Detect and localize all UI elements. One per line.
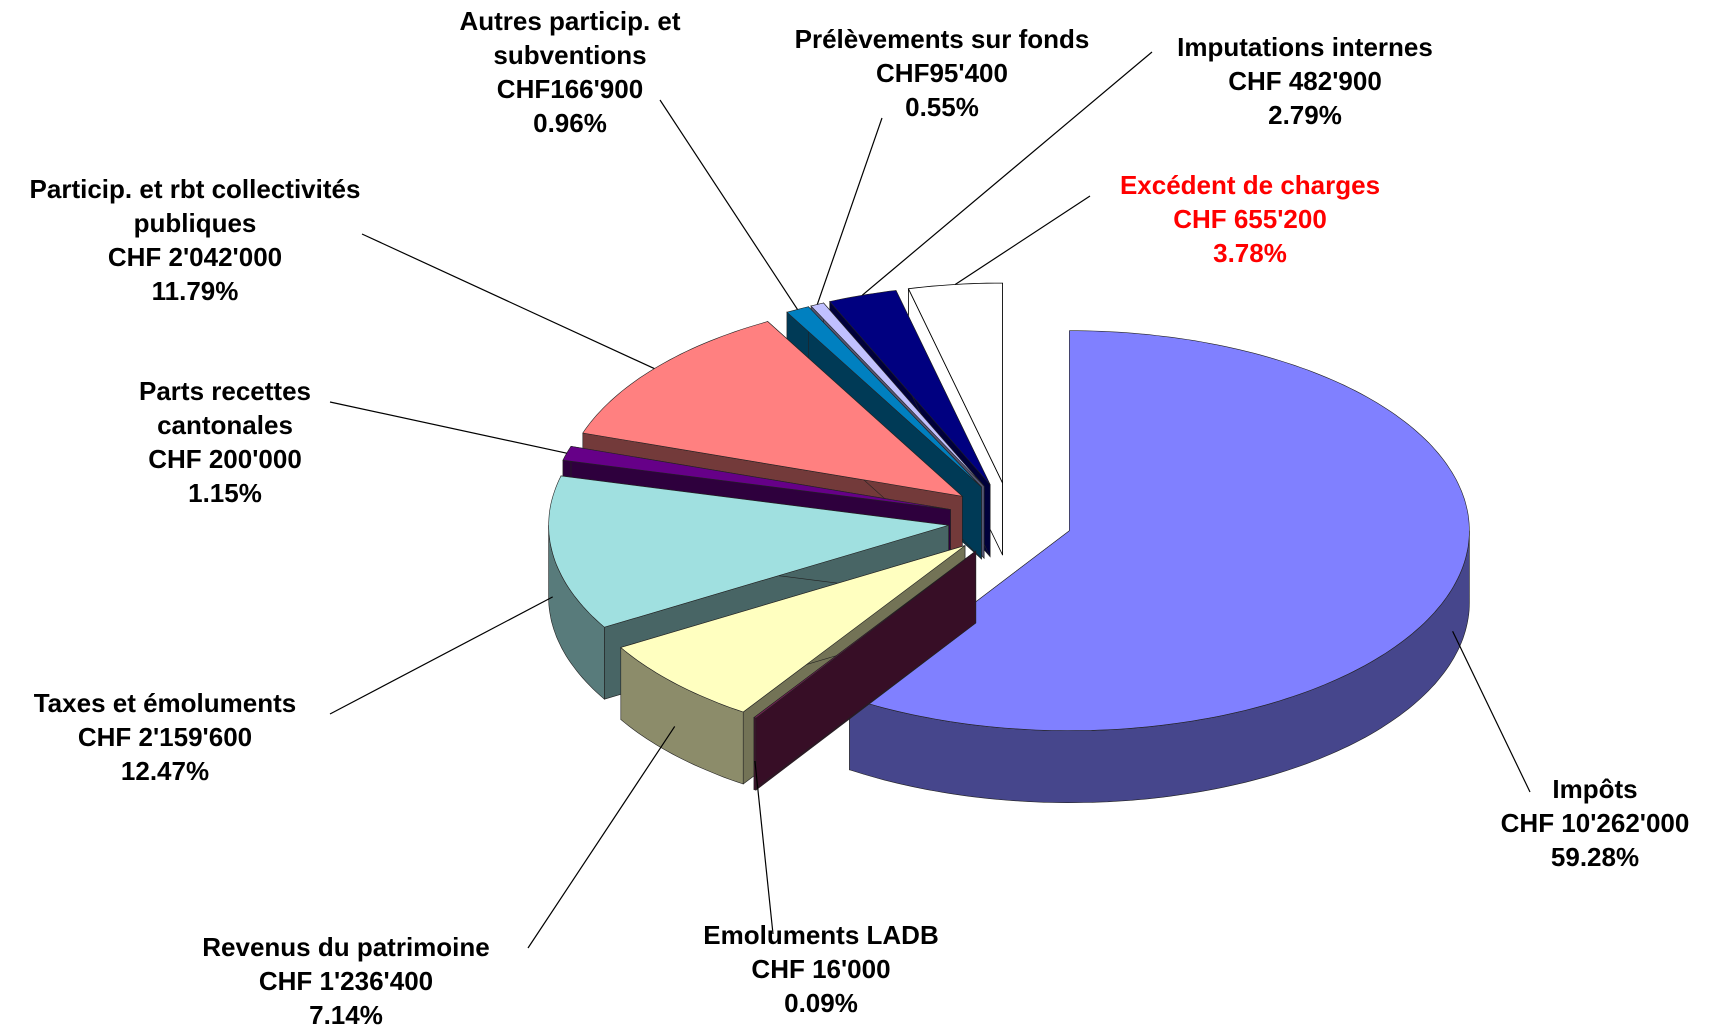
slice-label: Parts recettes cantonales CHF 200'000 1.15… (105, 374, 345, 510)
category-label: Emoluments LADB (703, 920, 939, 950)
category-label: Revenus du patrimoine (202, 932, 490, 962)
value-label: CHF 1'236'400 (258, 966, 434, 996)
value-label: CHF 10'262'000 (1500, 808, 1690, 838)
percentage-label: 7.14% (309, 1000, 383, 1030)
slice-label: Excédent de charges CHF 655'200 3.78% (1090, 168, 1410, 270)
slice-label: Particip. et rbt collectivités publiques… (10, 172, 380, 308)
slice (753, 550, 976, 719)
value-label: CHF 2'159'600 (77, 722, 253, 752)
category-label: Prélèvements sur fonds (794, 24, 1090, 54)
leader-line (527, 726, 676, 949)
percentage-label: 0.96% (533, 108, 607, 138)
category-label: Imputations internes (1177, 32, 1433, 62)
leader-line (754, 760, 774, 935)
category-label: Taxes et émoluments (33, 688, 297, 718)
value-label: CHF 2'042'000 (107, 242, 283, 272)
leader-line (1452, 630, 1531, 793)
percentage-label: 2.79% (1268, 100, 1342, 130)
slice (620, 545, 966, 713)
category-label: Excédent de charges (1119, 170, 1381, 200)
slice-label: Taxes et émoluments CHF 2'159'600 12.47% (0, 686, 330, 788)
value-label: CHF 200'000 (148, 444, 302, 474)
leader-line (954, 195, 1091, 286)
percentage-label: 11.79% (151, 276, 239, 306)
slice (848, 330, 1470, 732)
leader-line (361, 233, 655, 370)
slice-label: Autres particip. et subventions CHF166'90… (425, 4, 715, 140)
slice (829, 290, 991, 485)
percentage-label: 12.47% (120, 756, 210, 786)
percentage-label: 0.09% (784, 988, 858, 1018)
percentage-label: 0.55% (905, 92, 979, 122)
category-label: Impôts (1552, 774, 1638, 804)
slice-label: Impôts CHF 10'262'000 59.28% (1460, 772, 1713, 874)
category-label: Particip. et rbt collectivités publiques (29, 174, 361, 238)
value-label: CHF 16'000 (751, 954, 891, 984)
slice (548, 475, 949, 628)
slice-label: Emoluments LADB CHF 16'000 0.09% (671, 918, 971, 1020)
value-label: CHF166'900 (496, 74, 644, 104)
leader-line (329, 401, 567, 454)
slice-label: Imputations internes CHF 482'900 2.79% (1145, 30, 1465, 132)
slice-wall (753, 717, 757, 791)
percentage-label: 1.15% (188, 478, 262, 508)
value-label: CHF 482'900 (1228, 66, 1382, 96)
leader-line (816, 117, 883, 305)
slice-label: Prélèvements sur fonds CHF95'400 0.55% (762, 22, 1122, 124)
category-label: Autres particip. et subventions (459, 6, 681, 70)
slice-label: Revenus du patrimoine CHF 1'236'400 7.14% (166, 930, 526, 1032)
percentage-label: 59.28% (1550, 842, 1640, 872)
leader-line (659, 99, 799, 310)
value-label: CHF 655'200 (1173, 204, 1327, 234)
leader-line (329, 596, 553, 715)
value-label: CHF95'400 (876, 58, 1008, 88)
percentage-label: 3.78% (1213, 238, 1287, 268)
leader-line (861, 51, 1153, 296)
category-label: Parts recettes cantonales (139, 376, 311, 440)
